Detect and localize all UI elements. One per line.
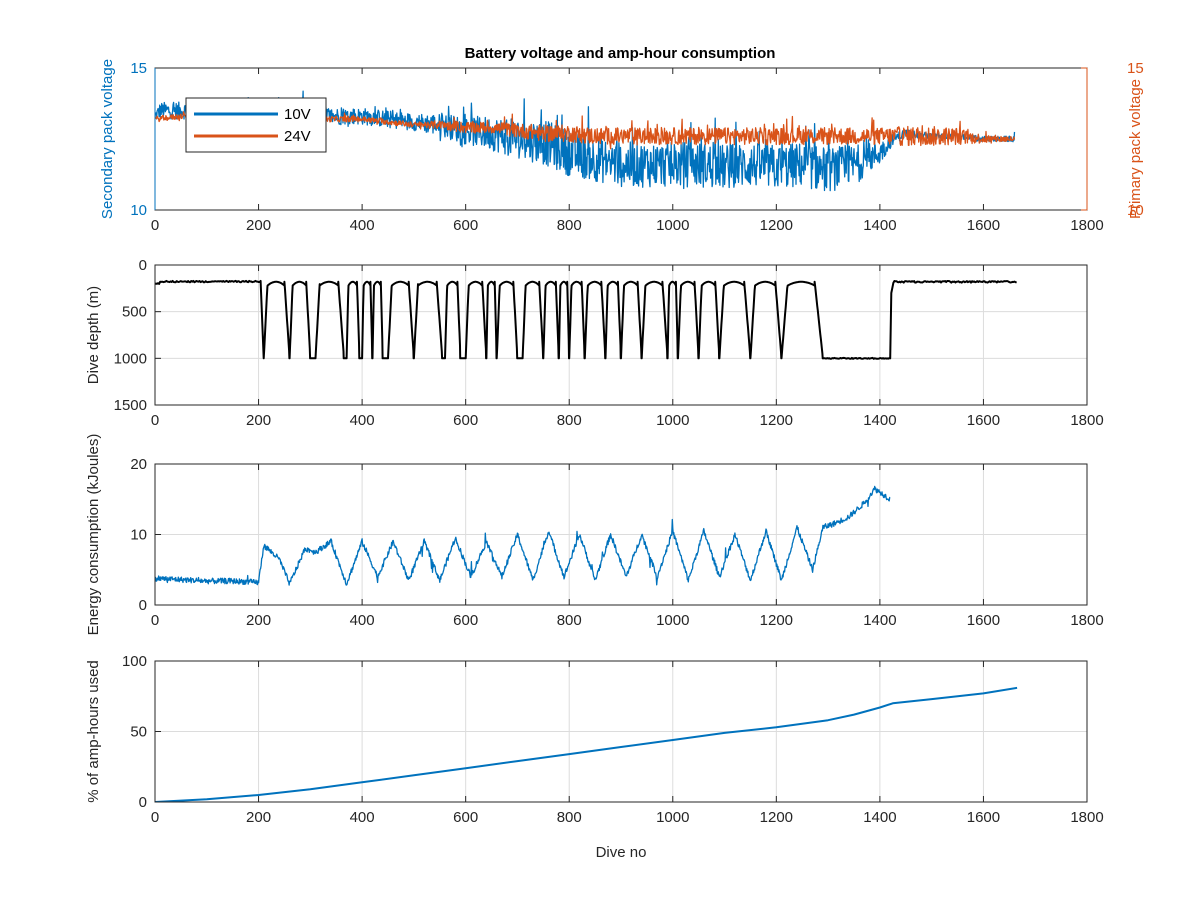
x-tick-label: 200 [246, 612, 271, 629]
x-tick-label: 1800 [1070, 612, 1103, 629]
x-tick-label: 0 [151, 217, 159, 234]
legend-box [185, 97, 327, 153]
x-tick-label: 0 [151, 412, 159, 429]
y-axis-label: Energy consumption (kJoules) [85, 434, 102, 636]
panel-4: 0 200 400 600 800 1000 1200 1400 1600 1800 0 50 100%… [85, 653, 1104, 861]
y-right-tick-label: 15 [1127, 60, 1144, 77]
y-tick-label: 0 [139, 794, 147, 811]
legend-label-2: 24V [284, 128, 311, 145]
x-tick-label: 800 [557, 412, 582, 429]
x-tick-label: 400 [350, 612, 375, 629]
y-axis-label: Dive depth (m) [85, 286, 102, 384]
x-tick-label: 1400 [863, 612, 896, 629]
y-tick-label: 0 [139, 257, 147, 274]
x-tick-label: 1800 [1070, 809, 1103, 826]
x-tick-label: 800 [557, 217, 582, 234]
x-tick-label: 1800 [1070, 217, 1103, 234]
x-tick-label: 1200 [760, 612, 793, 629]
x-tick-label: 1400 [863, 217, 896, 234]
y-tick-label: 50 [130, 724, 147, 741]
x-tick-label: 600 [453, 612, 478, 629]
x-tick-label: 1600 [967, 217, 1000, 234]
y-tick-label: 0 [139, 597, 147, 614]
x-tick-label: 1600 [967, 809, 1000, 826]
panels: 0 200 400 600 800 1000 1200 1400 1600 18001015Sec… [85, 59, 1144, 861]
y-tick-label: 1500 [114, 397, 147, 414]
x-tick-label: 1000 [656, 217, 689, 234]
x-tick-label: 800 [557, 809, 582, 826]
x-tick-label: 1400 [863, 809, 896, 826]
x-tick-label: 0 [151, 809, 159, 826]
x-tick-label: 1800 [1070, 412, 1103, 429]
axes-frame [154, 264, 1088, 406]
x-tick-label: 400 [350, 412, 375, 429]
panel-1: 0 200 400 600 800 1000 1200 1400 1600 1800 10 15 Sec… [99, 59, 1144, 234]
series-line-1 [155, 686, 1018, 802]
y-right-axis-label: Primary pack voltage [1127, 79, 1144, 219]
x-tick-label: 1400 [863, 412, 896, 429]
y-axis-label: % of amp-hours used [85, 660, 102, 803]
x-axis-label: Dive no [596, 844, 647, 861]
panel-3: 0 200 400 600 800 1000 1200 1400 1600 1800 0 10 20 En… [85, 434, 1104, 636]
y-tick-label: 20 [130, 456, 147, 473]
x-tick-label: 1600 [967, 612, 1000, 629]
y-tick-label: 500 [122, 304, 147, 321]
x-tick-label: 600 [453, 217, 478, 234]
y-tick-label: 1000 [114, 350, 147, 367]
x-tick-label: 0 [151, 612, 159, 629]
y-tick-label: 100 [122, 653, 147, 670]
series-line-1 [155, 485, 891, 586]
y-tick-label: 10 [130, 202, 147, 219]
x-tick-label: 1000 [656, 412, 689, 429]
y-tick-label: 15 [130, 60, 147, 77]
x-tick-label: 200 [246, 217, 271, 234]
y-tick-label: 10 [130, 527, 147, 544]
x-tick-label: 1200 [760, 412, 793, 429]
x-tick-label: 1000 [656, 612, 689, 629]
series-line-1 [155, 279, 1018, 360]
legend-label-1: 10V [284, 106, 311, 123]
x-tick-label: 600 [453, 412, 478, 429]
plot-area [155, 686, 1018, 802]
figure-title: Battery voltage and amp-hour consumption [465, 45, 776, 62]
x-tick-label: 1200 [760, 809, 793, 826]
x-tick-label: 800 [557, 612, 582, 629]
x-tick-label: 1200 [760, 217, 793, 234]
x-tick-label: 1600 [967, 412, 1000, 429]
panel-2: 0 200 400 600 800 1000 1200 1400 1600 1800 0 500 100… [85, 257, 1104, 429]
plot-area [155, 485, 891, 586]
x-tick-label: 1000 [656, 809, 689, 826]
x-tick-label: 400 [350, 217, 375, 234]
plot-area [155, 279, 1018, 360]
x-tick-label: 600 [453, 809, 478, 826]
x-tick-label: 400 [350, 809, 375, 826]
x-tick-label: 200 [246, 809, 271, 826]
y-right-tick-label: 10 [1127, 202, 1144, 219]
x-tick-label: 200 [246, 412, 271, 429]
y-axis-label: Secondary pack voltage [99, 59, 116, 219]
